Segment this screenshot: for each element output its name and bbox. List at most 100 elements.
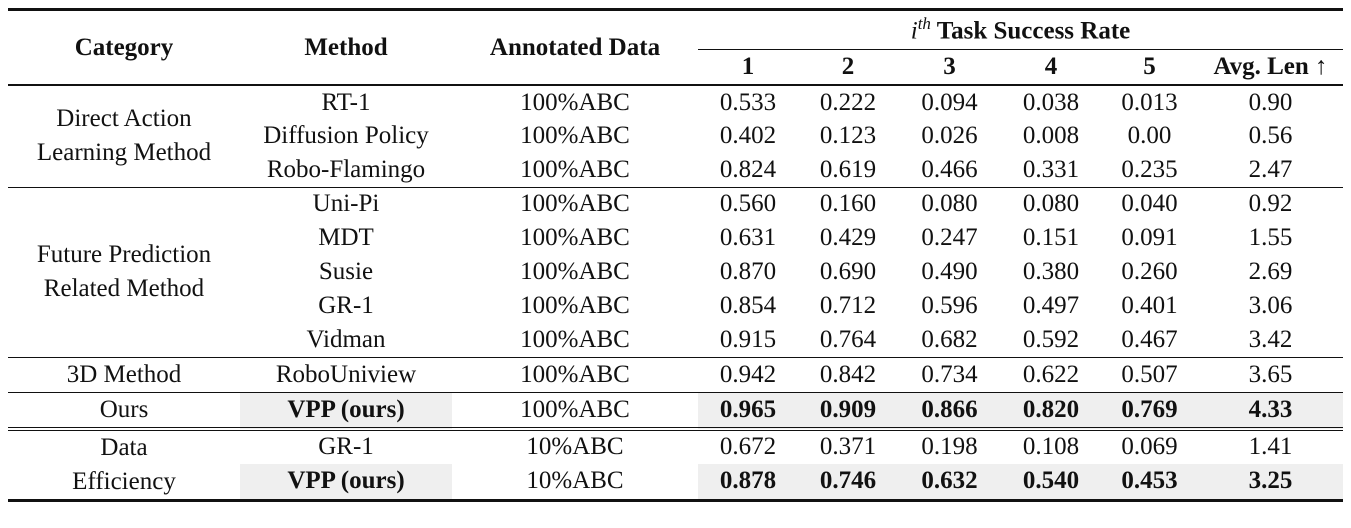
annotated-data-cell: 100%ABC	[520, 258, 630, 285]
score-cell: 0.909	[798, 392, 898, 431]
score-cell: 0.622	[1001, 357, 1101, 393]
table-row: 3D Method RoboUniview 100%ABC 0.942 0.842 0.7…	[8, 357, 1343, 393]
score-cell: 0.533	[719, 88, 777, 116]
method-cell: Susie	[318, 258, 374, 285]
score-cell: 0.712	[819, 292, 877, 319]
category-line: Related Method	[43, 275, 205, 302]
score-cell: 0.401	[1121, 292, 1178, 319]
score-cell: 0.198	[921, 433, 978, 461]
score-cell: 0.026	[921, 122, 978, 149]
category-line: Efficiency	[72, 467, 176, 495]
header-category: Category	[8, 9, 240, 86]
score-cell: 0.631	[719, 224, 777, 251]
score-cell: 0.429	[819, 224, 877, 251]
score-cell: 0.080	[921, 190, 978, 218]
score-cell: 0.942	[698, 357, 798, 393]
score-cell: 0.108	[1022, 433, 1080, 461]
category-line: Ours	[99, 395, 149, 423]
score-cell: 0.094	[921, 88, 978, 116]
table-row: Diffusion Policy 100%ABC 0.402 0.123 0.026 0.…	[8, 119, 1343, 153]
category-cell: 3D Method	[8, 357, 240, 393]
avg-len-cell: 3.65	[1198, 357, 1343, 393]
table-row: Future Prediction Related Method Uni-Pi 100…	[8, 187, 1343, 358]
annotated-data-cell: 100%ABC	[452, 153, 698, 188]
category-line: Learning Method	[36, 139, 212, 167]
score-cell: 0.467	[1101, 323, 1198, 358]
category-line: 3D Method	[66, 360, 182, 388]
score-cell: 0.453	[1101, 464, 1198, 502]
avg-len-cell: 4.33	[1198, 392, 1343, 431]
results-table: Category Method Annotated Data ith Task …	[8, 8, 1343, 502]
score-cell: 0.965	[698, 392, 798, 431]
avg-len-cell: 1.55	[1248, 224, 1293, 251]
score-cell: 0.222	[819, 88, 877, 116]
method-cell: RoboUniview	[240, 357, 452, 393]
score-cell: 0.915	[698, 323, 798, 358]
method-cell: VPP (ours)	[240, 392, 452, 431]
score-cell: 0.331	[1001, 153, 1101, 188]
annotated-data-cell: 100%ABC	[520, 88, 630, 116]
score-cell: 0.151	[1022, 224, 1080, 251]
score-cell: 0.235	[1101, 153, 1198, 188]
score-cell: 0.380	[1022, 258, 1080, 285]
score-cell: 0.040	[1121, 190, 1178, 218]
annotated-data-cell: 100%ABC	[520, 292, 630, 319]
annotated-data-cell: 100%ABC	[520, 122, 630, 149]
score-cell: 0.746	[798, 464, 898, 502]
score-cell: 0.560	[719, 190, 777, 218]
avg-len-cell: 0.56	[1248, 122, 1293, 149]
annotated-data-cell: 100%ABC	[452, 392, 698, 431]
score-cell: 0.497	[1022, 292, 1080, 319]
table-row: Robo-Flamingo 100%ABC 0.824 0.619 0.466 0.331…	[8, 153, 1343, 188]
avg-len-cell: 1.41	[1248, 433, 1293, 461]
table-row: Ours VPP (ours) 100%ABC 0.965 0.909 0.866 0.82…	[8, 392, 1343, 431]
method-cell: Uni-Pi	[312, 190, 380, 218]
score-cell: 0.820	[1001, 392, 1101, 431]
score-cell: 0.672	[719, 433, 777, 461]
score-cell: 0.260	[1121, 258, 1178, 285]
header-method: Method	[240, 9, 452, 86]
score-cell: 0.402	[719, 122, 777, 149]
score-cell: 0.682	[898, 323, 1001, 358]
category-cell: Future Prediction Related Method	[8, 187, 240, 358]
annotated-data-cell: 10%ABC	[526, 433, 624, 461]
method-cell: GR-1	[318, 292, 374, 319]
score-cell: 0.069	[1121, 433, 1178, 461]
method-cell: GR-1	[318, 433, 374, 461]
score-cell: 0.00	[1127, 122, 1172, 149]
header-col-4: 4	[1001, 49, 1101, 86]
header-col-1: 1	[698, 49, 798, 86]
method-cell: RT-1	[321, 88, 371, 116]
category-cell: Data Efficiency	[8, 428, 240, 502]
avg-len-cell: 2.69	[1248, 258, 1293, 285]
score-cell: 0.091	[1121, 224, 1178, 251]
avg-len-cell: 3.42	[1198, 323, 1343, 358]
score-cell: 0.507	[1101, 357, 1198, 393]
score-cell: 0.160	[819, 190, 877, 218]
score-cell: 0.592	[1001, 323, 1101, 358]
table-row: Data Efficiency GR-1 10%ABC 0.672 0.371 0.198 0…	[8, 428, 1343, 502]
header-col-3: 3	[898, 49, 1001, 86]
annotated-data-cell: 100%ABC	[452, 357, 698, 393]
method-cell: Vidman	[240, 323, 452, 358]
score-cell: 0.854	[719, 292, 777, 319]
score-cell: 0.870	[719, 258, 777, 285]
score-cell: 0.690	[819, 258, 877, 285]
method-cell: MDT	[318, 224, 374, 251]
method-cell: Diffusion Policy	[263, 122, 429, 149]
header-col-5: 5	[1101, 49, 1198, 86]
avg-len-cell: 0.92	[1248, 190, 1293, 218]
score-cell: 0.490	[921, 258, 978, 285]
score-cell: 0.632	[898, 464, 1001, 502]
table-row: Susie 100%ABC 0.870 0.690 0.490 0.380 0.260 2.6…	[8, 255, 1343, 289]
category-cell: Direct Action Learning Method	[8, 85, 240, 188]
score-cell: 0.466	[898, 153, 1001, 188]
category-line: Data	[100, 433, 148, 461]
category-line: Future Prediction	[36, 241, 212, 268]
avg-len-cell: 2.47	[1198, 153, 1343, 188]
score-cell: 0.596	[921, 292, 978, 319]
table-row: Vidman 100%ABC 0.915 0.764 0.682 0.592 0.467 3.…	[8, 323, 1343, 358]
table-row: Direct Action Learning Method RT-1 100%ABC 0…	[8, 85, 1343, 188]
score-cell: 0.123	[819, 122, 877, 149]
table-row: VPP (ours) 10%ABC 0.878 0.746 0.632 0.540 0.45…	[8, 464, 1343, 502]
